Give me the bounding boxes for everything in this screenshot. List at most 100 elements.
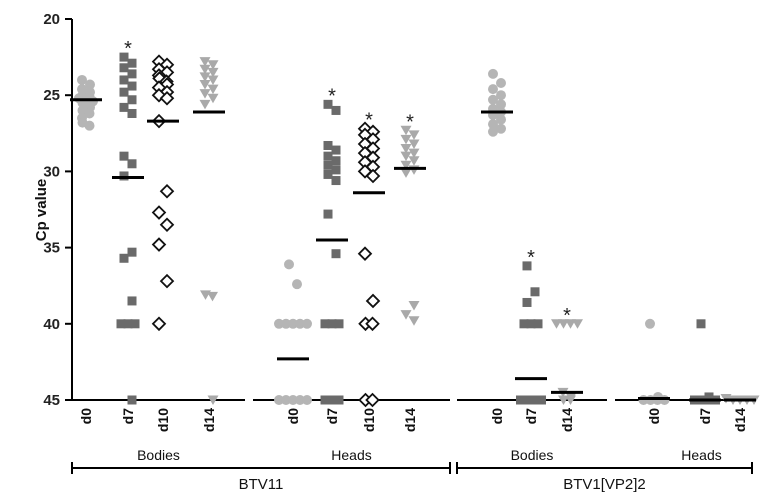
data-point: [519, 319, 529, 329]
data-point: [151, 205, 167, 220]
data-point: [331, 145, 341, 155]
data-point: [207, 93, 219, 104]
data-point: [488, 126, 498, 137]
data-point: [127, 395, 137, 405]
y-tick-label: 30: [43, 163, 60, 180]
data-point: [119, 151, 129, 161]
data-point: [488, 68, 498, 79]
data-point: [327, 319, 337, 329]
category-label: d14: [559, 408, 575, 432]
data-point: [127, 296, 137, 306]
data-point: [127, 247, 137, 257]
virus-label: BTV11: [239, 476, 284, 493]
data-point: [119, 253, 129, 263]
data-point: [151, 316, 167, 332]
data-point: [558, 395, 569, 405]
data-point: [331, 156, 341, 166]
data-point: [323, 209, 333, 219]
data-point: [119, 102, 129, 112]
y-tick-label: 45: [43, 392, 60, 409]
category-label: d7: [523, 408, 539, 425]
data-point: [645, 318, 655, 329]
data-point: [119, 87, 129, 97]
y-tick-label: 25: [43, 87, 60, 104]
data-point: [207, 84, 219, 95]
group-label: Heads: [331, 447, 371, 463]
category-label: d14: [732, 408, 748, 432]
data-point: [207, 395, 219, 405]
data-point: [357, 246, 373, 261]
data-point: [84, 108, 95, 119]
data-point: [199, 64, 211, 75]
data-point: [408, 156, 420, 166]
data-point: [116, 319, 126, 329]
data-point: [365, 168, 381, 184]
data-point: [408, 316, 420, 326]
y-tick-label: 35: [43, 240, 60, 257]
data-point: [159, 273, 175, 289]
data-point: [530, 287, 540, 297]
category-labels: BTV11 BTV1[VP2]2 Bodies Heads Bodies Heads d0 *…: [78, 38, 748, 493]
category-label: d0: [78, 408, 94, 425]
data-point: [496, 78, 506, 89]
data-point: [119, 52, 129, 62]
data-point: [323, 99, 333, 109]
data-point: [320, 395, 330, 405]
data-point: [400, 134, 412, 145]
data-point: [159, 183, 175, 199]
data-point: [408, 301, 420, 311]
significance-marker: *: [124, 38, 132, 60]
data-point: [302, 318, 312, 329]
category-label: d14: [201, 408, 217, 432]
data-point: [496, 123, 506, 134]
data-point: [320, 319, 330, 329]
category-label: d0: [489, 408, 505, 425]
data-point: [496, 114, 506, 125]
data-points: [70, 52, 760, 408]
category-label: d14: [402, 408, 418, 432]
data-point: [400, 151, 412, 162]
data-point: [533, 319, 543, 329]
category-label: d0: [646, 408, 662, 425]
category-label: d7: [697, 408, 713, 425]
data-point: [334, 319, 344, 329]
significance-marker: *: [563, 305, 571, 327]
group-label: Bodies: [137, 447, 180, 463]
data-point: [331, 105, 341, 115]
data-point: [274, 395, 284, 405]
data-point: [488, 84, 498, 95]
data-point: [488, 94, 498, 105]
data-point: [400, 160, 412, 171]
data-point: [496, 99, 506, 110]
data-point: [199, 99, 211, 110]
data-point: [84, 120, 95, 131]
data-point: [207, 291, 218, 302]
virus-label: BTV1[VP2]2: [563, 476, 646, 493]
category-label: d10: [361, 408, 377, 432]
data-point: [522, 297, 532, 307]
data-point: [516, 395, 525, 405]
data-point: [207, 75, 219, 85]
data-point: [331, 249, 341, 259]
data-point: [323, 151, 333, 161]
data-point: [159, 217, 175, 233]
data-point: [281, 318, 291, 329]
data-point: [365, 392, 380, 408]
data-point: [558, 319, 569, 329]
data-point: [408, 130, 420, 140]
data-point: [408, 139, 420, 149]
data-point: [119, 63, 129, 73]
data-point: [323, 169, 333, 179]
data-point: [151, 237, 167, 252]
data-point: [572, 319, 583, 329]
data-point: [288, 395, 298, 405]
data-point: [523, 395, 532, 405]
data-point: [522, 261, 532, 271]
data-point: [530, 395, 539, 405]
data-point: [159, 90, 175, 106]
data-point: [274, 318, 284, 329]
data-point: [400, 144, 412, 154]
category-label: d10: [155, 408, 171, 432]
data-point: [281, 395, 291, 405]
